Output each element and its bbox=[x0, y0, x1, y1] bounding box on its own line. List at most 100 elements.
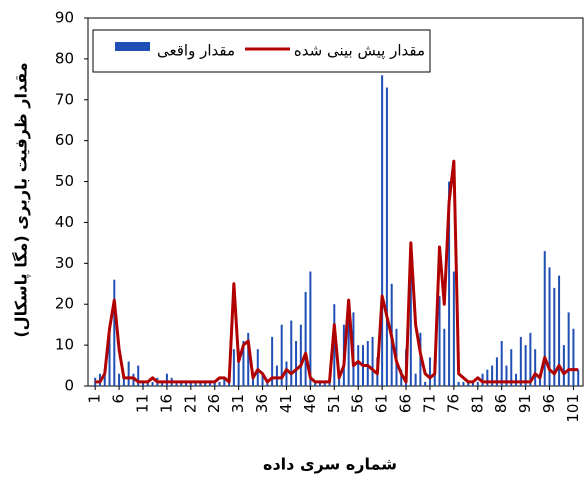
x-tick-label: 36 bbox=[253, 394, 271, 413]
bar bbox=[381, 75, 384, 386]
bar bbox=[118, 373, 121, 386]
x-tick-label: 21 bbox=[181, 394, 199, 413]
x-tick-label: 96 bbox=[540, 394, 558, 413]
bar bbox=[266, 381, 269, 386]
y-tick-label: 20 bbox=[55, 295, 74, 313]
bar bbox=[232, 349, 235, 386]
bar bbox=[252, 377, 254, 386]
bar bbox=[213, 381, 216, 386]
x-tick-label: 76 bbox=[444, 394, 462, 413]
x-tick-label: 31 bbox=[229, 394, 247, 413]
x-tick-label: 61 bbox=[373, 394, 391, 413]
bar bbox=[548, 267, 551, 386]
y-tick-label: 10 bbox=[55, 336, 74, 354]
x-axis-label: شماره سری داده bbox=[263, 455, 397, 474]
bar bbox=[553, 287, 556, 386]
bar bbox=[127, 361, 130, 386]
bar bbox=[122, 377, 125, 386]
bar bbox=[433, 373, 436, 386]
bar bbox=[208, 381, 211, 386]
x-tick-label: 11 bbox=[134, 394, 152, 413]
bar bbox=[462, 381, 465, 386]
bar bbox=[328, 381, 331, 386]
bar bbox=[476, 381, 479, 386]
bar bbox=[132, 373, 135, 386]
x-tick-label: 101 bbox=[564, 394, 582, 423]
bar bbox=[457, 381, 460, 386]
bar bbox=[424, 381, 427, 386]
bar bbox=[280, 324, 283, 386]
bar bbox=[189, 381, 192, 386]
bar bbox=[577, 369, 580, 386]
y-tick-label: 40 bbox=[55, 213, 74, 231]
legend-label: مقدار واقعی bbox=[157, 42, 235, 60]
bar bbox=[562, 345, 565, 386]
y-tick-label: 0 bbox=[64, 377, 74, 395]
bar bbox=[185, 381, 188, 386]
bar bbox=[285, 361, 288, 386]
bar bbox=[180, 381, 183, 386]
bar bbox=[472, 381, 474, 386]
x-tick-label: 86 bbox=[492, 394, 510, 413]
bar bbox=[409, 259, 412, 386]
bar bbox=[338, 373, 341, 386]
bar bbox=[204, 381, 207, 386]
bar bbox=[223, 377, 226, 386]
bar bbox=[175, 381, 178, 386]
bar bbox=[467, 381, 470, 386]
plot-frame bbox=[87, 17, 584, 387]
y-tick-label: 50 bbox=[55, 172, 74, 190]
bar bbox=[529, 332, 532, 386]
bar bbox=[218, 381, 221, 386]
bar bbox=[491, 365, 494, 386]
bar bbox=[290, 320, 293, 386]
bar bbox=[524, 345, 527, 386]
x-tick-label: 56 bbox=[349, 394, 367, 413]
bar bbox=[108, 328, 111, 386]
bar bbox=[333, 304, 336, 386]
bar bbox=[366, 341, 369, 386]
bar bbox=[194, 381, 197, 386]
bar bbox=[347, 300, 350, 386]
x-tick-label: 26 bbox=[205, 394, 223, 413]
bar bbox=[151, 381, 154, 386]
bar bbox=[103, 369, 106, 386]
bar bbox=[199, 381, 202, 386]
bar bbox=[371, 336, 374, 386]
y-axis-label: مقدار ظرفیت باربری (مگا پاسکال) bbox=[12, 62, 32, 337]
bar bbox=[146, 381, 149, 386]
bar bbox=[400, 369, 403, 386]
bar bbox=[505, 365, 508, 386]
bar bbox=[228, 381, 231, 386]
bar bbox=[567, 312, 570, 386]
bar bbox=[428, 357, 431, 386]
bar bbox=[275, 365, 278, 386]
bar bbox=[261, 373, 264, 386]
x-tick-label: 6 bbox=[110, 394, 128, 404]
y-tick-label: 70 bbox=[55, 90, 74, 108]
x-tick-label: 91 bbox=[516, 394, 534, 413]
bar bbox=[318, 381, 321, 386]
bar bbox=[558, 275, 561, 386]
y-tick-label: 90 bbox=[55, 9, 74, 27]
bar bbox=[572, 328, 575, 386]
plot bbox=[94, 75, 580, 386]
bar bbox=[142, 381, 144, 386]
bar bbox=[309, 271, 312, 386]
y-tick-label: 60 bbox=[55, 131, 74, 149]
bar bbox=[515, 373, 518, 386]
x-tick-label: 1 bbox=[86, 394, 104, 404]
line bbox=[95, 159, 579, 384]
bar bbox=[247, 332, 250, 386]
bar bbox=[500, 341, 503, 386]
bar bbox=[438, 296, 441, 386]
x-tick-label: 46 bbox=[301, 394, 319, 413]
bar bbox=[385, 87, 388, 386]
x-tick-label: 41 bbox=[277, 394, 295, 413]
bar bbox=[538, 373, 541, 386]
bar bbox=[113, 279, 116, 386]
bar bbox=[414, 373, 417, 386]
bar bbox=[481, 373, 484, 386]
legend-label: مقدار پیش بینی شده bbox=[294, 42, 425, 61]
